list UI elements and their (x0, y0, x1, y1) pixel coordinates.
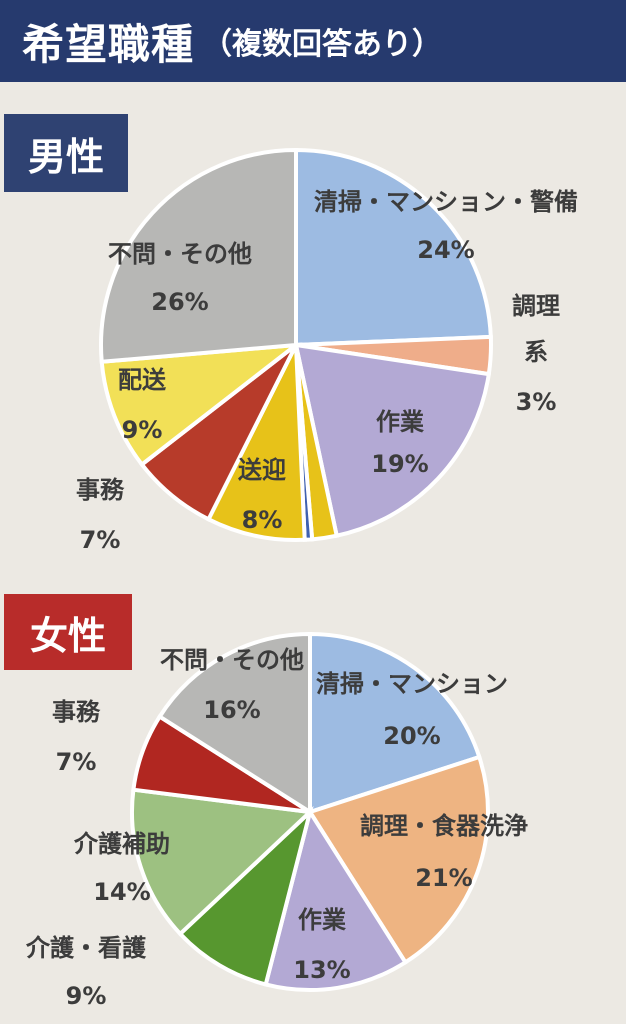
slice-value-label: 9% (66, 982, 107, 1010)
pie-slice (99, 147, 298, 364)
slice-label: 不問・その他 (160, 646, 304, 674)
slice-label: 清掃・マンション (316, 670, 508, 698)
slice-label: 配送 (118, 366, 167, 394)
slice-label: 系 (524, 338, 548, 366)
slice-value-label: 24% (417, 236, 474, 264)
slice-value-label: 19% (371, 450, 428, 478)
slice-value-label: 3% (516, 388, 557, 416)
slice-label: 清掃・マンション・警備 (314, 188, 578, 216)
slice-label: 作業 (376, 408, 424, 436)
slice-value-label: 8% (242, 506, 283, 534)
page-subtitle: （複数回答あり） (202, 27, 443, 62)
slice-label: 不問・その他 (108, 240, 252, 268)
slice-value-label: 7% (80, 526, 121, 554)
slice-label: 事務 (52, 698, 101, 726)
pie-slice (99, 342, 303, 468)
slice-label: 作業 (298, 906, 346, 934)
slice-label: 送迎 (238, 456, 286, 484)
slice-label: 事務 (76, 476, 125, 504)
slice-value-label: 13% (293, 956, 350, 984)
slice-label: 介護補助 (73, 830, 170, 858)
pie-slice (263, 807, 409, 992)
pie-slice (130, 787, 315, 937)
slice-value-label: 16% (203, 696, 260, 724)
header-bar: 希望職種 （複数回答あり） (0, 0, 626, 82)
pie-slice (308, 631, 482, 815)
pie-slices (99, 147, 493, 542)
male-badge: 男性 (4, 114, 128, 192)
pie-slice (177, 805, 314, 987)
slice-value-label: 9% (122, 416, 163, 444)
slice-value-label: 14% (93, 878, 150, 906)
slice-label: 調理・食器洗浄 (360, 812, 528, 840)
slice-value-label: 7% (56, 748, 97, 776)
slice-value-label: 26% (151, 288, 208, 316)
pie-slice (294, 147, 493, 348)
slice-value-label: 21% (415, 864, 472, 892)
pie-slice (293, 342, 492, 539)
pie-slice (156, 631, 312, 816)
slice-value-label: 20% (383, 722, 440, 750)
slice-label: 介護・看護 (25, 934, 147, 962)
pie-slice (306, 754, 490, 966)
female-badge: 女性 (4, 594, 132, 670)
pie-slices (130, 631, 490, 992)
slice-label: 調理 (512, 292, 560, 320)
page-title: 希望職種 (22, 19, 195, 69)
